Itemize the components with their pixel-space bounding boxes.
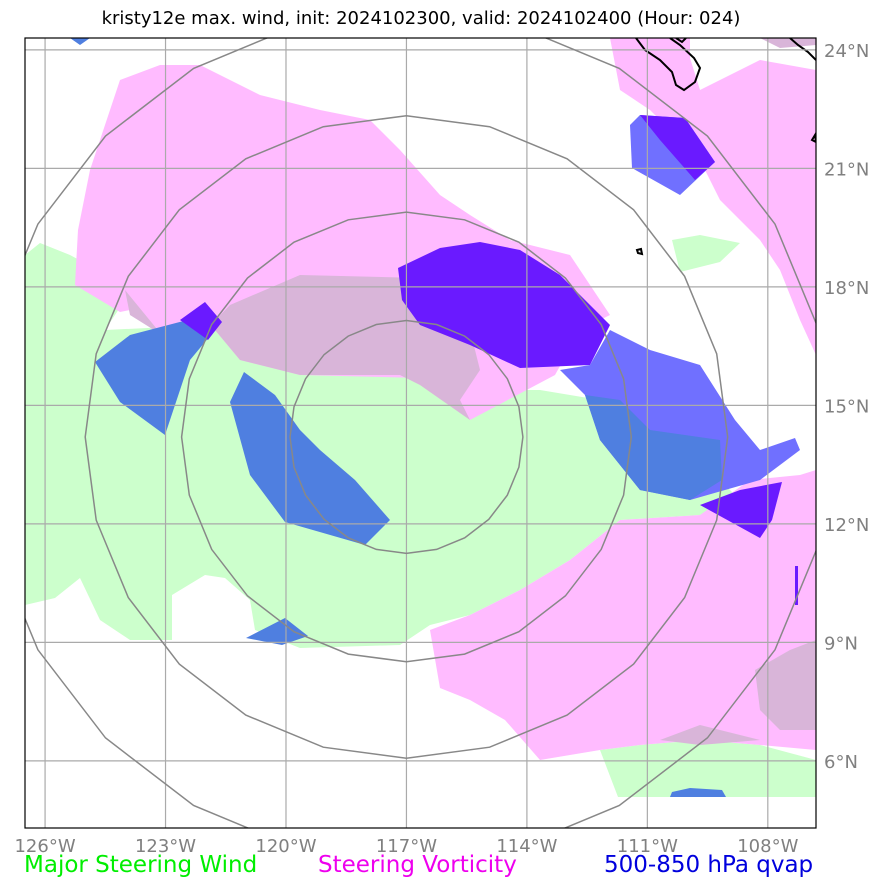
longitude-tick-label: 123°W <box>135 836 196 857</box>
qvap-field <box>70 38 800 797</box>
legend-qvap: 500-850 hPa qvap <box>604 852 814 878</box>
map-frame <box>24 37 817 829</box>
latitude-tick-label: 18°N <box>824 278 869 299</box>
longitude-tick-label: 114°W <box>496 836 557 857</box>
latitude-tick-label: 21°N <box>824 159 869 180</box>
longitude-tick-label: 120°W <box>255 836 316 857</box>
range-ring <box>25 38 816 828</box>
latitude-tick-label: 6°N <box>824 752 858 773</box>
gridlines <box>25 38 816 828</box>
latitude-tick-label: 15°N <box>824 396 869 417</box>
longitude-tick-labels: 126°W 123°W 120°W 117°W 114°W 111°W 108°W <box>14 836 798 857</box>
latitude-tick-label: 24°N <box>824 41 869 62</box>
longitude-tick-label: 108°W <box>737 836 798 857</box>
legend-steering-vorticity: Steering Vorticity <box>318 852 517 878</box>
longitude-tick-label: 126°W <box>14 836 75 857</box>
range-ring <box>180 211 633 663</box>
range-ring <box>289 319 524 555</box>
longitude-tick-label: 117°W <box>376 836 437 857</box>
coastline <box>635 38 816 256</box>
latitude-tick-label: 9°N <box>824 633 858 654</box>
longitude-tick-label: 111°W <box>617 836 678 857</box>
range-rings <box>25 38 816 828</box>
range-ring <box>84 114 729 759</box>
map-layers <box>25 38 816 828</box>
latitude-tick-labels: 24°N 21°N 18°N 15°N 12°N 9°N 6°N <box>824 41 869 773</box>
map-title: kristy12e max. wind, init: 2024102300, v… <box>101 8 741 29</box>
legend-steering-wind: Major Steering Wind <box>24 852 258 878</box>
latitude-tick-label: 12°N <box>824 515 869 536</box>
